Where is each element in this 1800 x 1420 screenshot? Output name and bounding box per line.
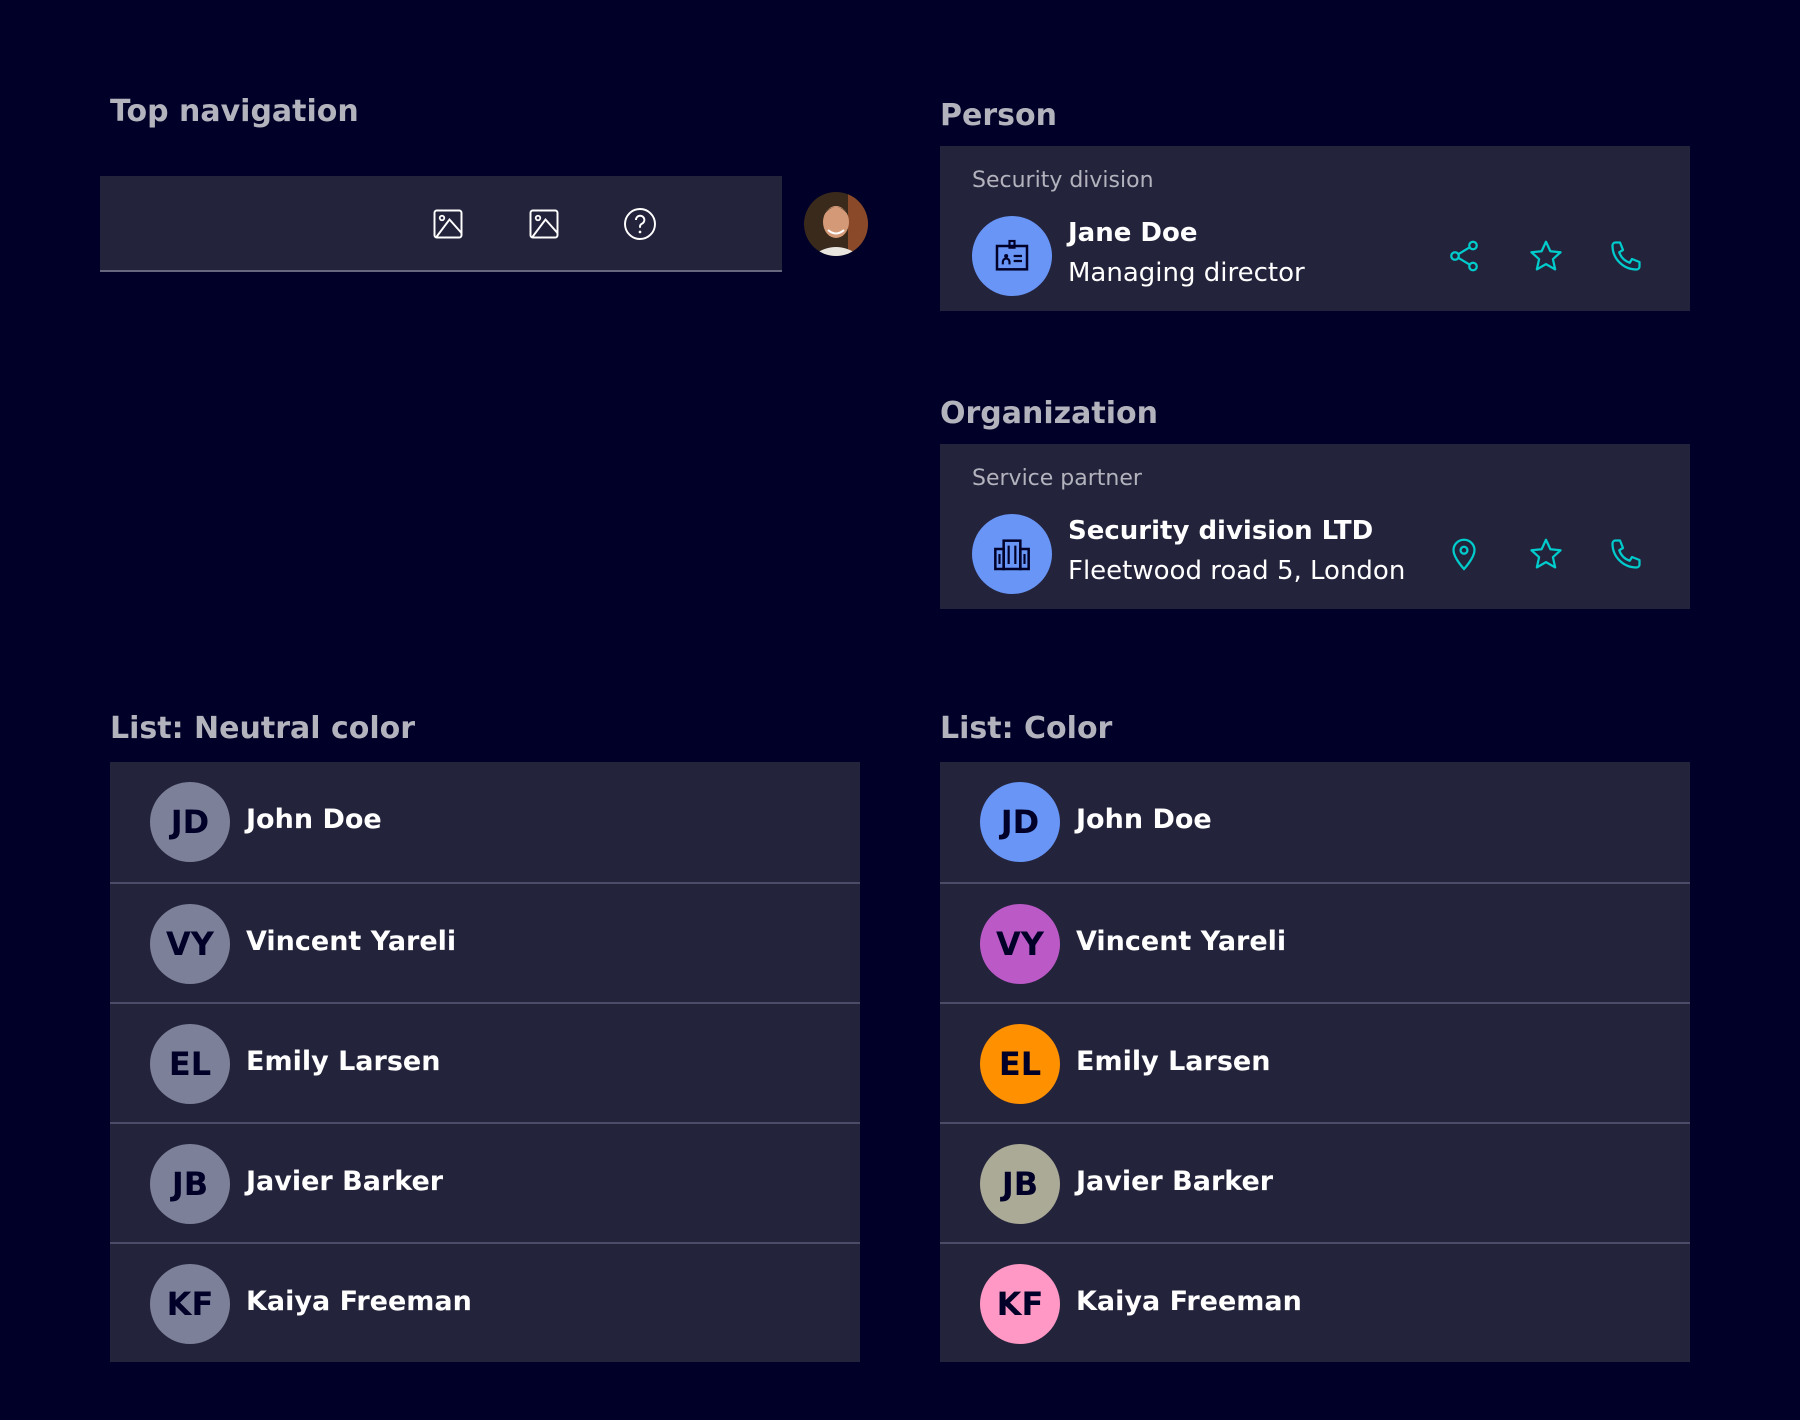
list-item-name: Javier Barker [1076,1166,1274,1197]
initials-avatar: VY [980,904,1060,984]
help-icon[interactable] [622,206,658,242]
organization-card[interactable]: Service partner Security division LTD Fl… [940,444,1690,609]
list-item-name: Emily Larsen [1076,1046,1271,1077]
star-icon[interactable] [1528,536,1564,572]
location-pin-icon[interactable] [1446,536,1482,572]
section-title-list-color: List: Color [940,711,1113,746]
section-title-person: Person [940,98,1057,133]
initials-avatar: JB [980,1144,1060,1224]
list-item-name: John Doe [246,804,382,835]
person-card[interactable]: Security division Jane Doe Managing dire… [940,146,1690,311]
phone-icon[interactable] [1608,238,1644,274]
organization-name: Security division LTD [1068,516,1374,546]
person-role: Managing director [1068,258,1305,288]
initials-avatar: KF [150,1264,230,1344]
list-item[interactable]: KF Kaiya Freeman [110,1242,860,1362]
list-item[interactable]: EL Emily Larsen [110,1002,860,1122]
list-item-name: Kaiya Freeman [1076,1286,1302,1317]
list-item[interactable]: EL Emily Larsen [940,1002,1690,1122]
organization-address: Fleetwood road 5, London [1068,556,1406,586]
list-item[interactable]: JB Javier Barker [940,1122,1690,1242]
section-title-top-navigation: Top navigation [110,94,359,129]
list-item[interactable]: JB Javier Barker [110,1122,860,1242]
section-title-list-neutral: List: Neutral color [110,711,416,746]
list-item-name: Vincent Yareli [246,926,457,957]
share-icon[interactable] [1446,238,1482,274]
list-item[interactable]: VY Vincent Yareli [940,882,1690,1002]
list-item[interactable]: JD John Doe [110,762,860,882]
person-subtitle: Security division [972,168,1154,193]
user-avatar[interactable] [804,192,868,256]
list-item[interactable]: VY Vincent Yareli [110,882,860,1002]
list-item-name: Javier Barker [246,1166,444,1197]
initials-avatar: JD [980,782,1060,862]
organization-subtitle: Service partner [972,466,1142,491]
initials-avatar: JB [150,1144,230,1224]
section-title-organization: Organization [940,396,1158,431]
list-item-name: Vincent Yareli [1076,926,1287,957]
building-icon [994,539,1030,571]
list-item-name: Emily Larsen [246,1046,441,1077]
initials-avatar: EL [150,1024,230,1104]
list-item[interactable]: JD John Doe [940,762,1690,882]
list-neutral: JD John Doe VY Vincent Yareli EL Emily Larsen… [110,762,860,1362]
list-item-name: Kaiya Freeman [246,1286,472,1317]
id-badge-icon [995,239,1029,271]
image-icon[interactable] [526,206,562,242]
star-icon[interactable] [1528,238,1564,274]
person-avatar [972,216,1052,296]
list-item-name: John Doe [1076,804,1212,835]
organization-avatar [972,514,1052,594]
initials-avatar: EL [980,1024,1060,1104]
initials-avatar: KF [980,1264,1060,1344]
list-color: JD John Doe VY Vincent Yareli EL Emily Larsen… [940,762,1690,1362]
phone-icon[interactable] [1608,536,1644,572]
image-icon[interactable] [430,206,466,242]
initials-avatar: VY [150,904,230,984]
initials-avatar: JD [150,782,230,862]
list-item[interactable]: KF Kaiya Freeman [940,1242,1690,1362]
person-name: Jane Doe [1068,218,1198,248]
top-navigation-bar [100,176,868,272]
